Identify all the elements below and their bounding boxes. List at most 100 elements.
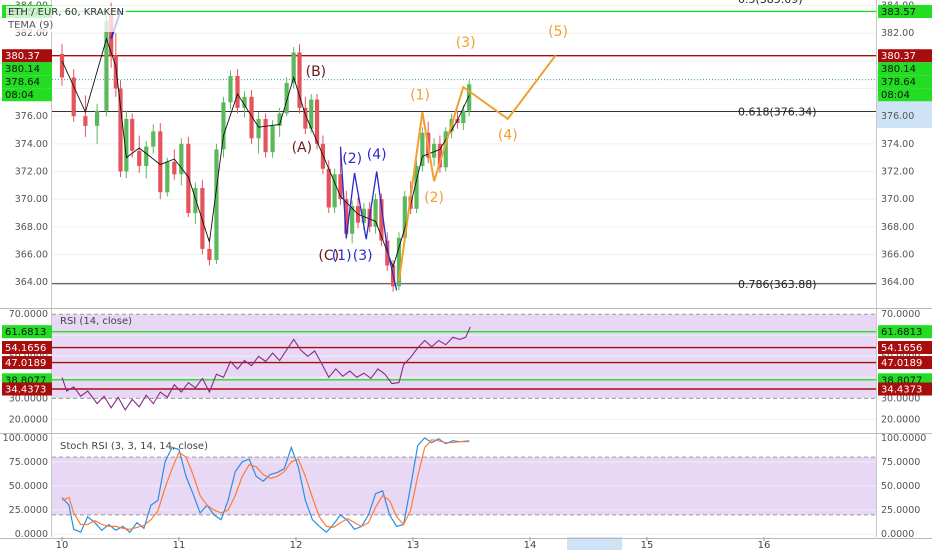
candle-body bbox=[83, 116, 88, 126]
y-tick-label-left: 364.00 bbox=[15, 277, 48, 288]
price-tag-label-right: 38.8077 bbox=[881, 375, 922, 386]
y-tick-label-left: 368.00 bbox=[15, 222, 48, 233]
y-tick-label-right: 50.0000 bbox=[881, 481, 920, 492]
y-tick-label-right: 30.0000 bbox=[881, 393, 920, 404]
stoch-line-k bbox=[61, 437, 470, 534]
rsi-title: RSI (14, close) bbox=[60, 316, 132, 327]
candle-body bbox=[193, 188, 198, 213]
price-tag-label-right: 08:04 bbox=[881, 90, 910, 101]
price-tag-label-right: 378.64 bbox=[881, 77, 916, 88]
candle-body bbox=[373, 199, 378, 227]
price-tag-label-left: 34.4373 bbox=[5, 385, 46, 396]
tema-indicator-label[interactable]: TEMA (9) bbox=[8, 20, 54, 31]
price-tag-label-right: 34.4373 bbox=[881, 385, 922, 396]
tema-line bbox=[61, 37, 470, 269]
candle-body bbox=[113, 55, 118, 89]
candle-body bbox=[350, 206, 355, 234]
wave-label: (2) bbox=[424, 190, 444, 206]
y-tick-label-right: 366.00 bbox=[881, 249, 914, 260]
candle-body bbox=[109, 13, 114, 56]
y-tick-label-left: 20.0000 bbox=[9, 414, 48, 425]
price-tag-label-left: 380.14 bbox=[5, 64, 40, 75]
price-tag-left bbox=[2, 62, 52, 76]
fib-level-label: 0.618(376.34) bbox=[738, 105, 817, 118]
wave-label: (4) bbox=[367, 147, 387, 163]
price-tag-left bbox=[2, 88, 52, 102]
y-tick-label-right: 368.00 bbox=[881, 222, 914, 233]
y-tick-label-right: 382.00 bbox=[881, 28, 914, 39]
fib-top-label: 0.5(385.09) bbox=[738, 0, 803, 6]
elliott-wave-blue bbox=[339, 146, 398, 291]
chart-symbol-title[interactable]: ETH / EUR, 60, KRAKEN bbox=[8, 7, 124, 18]
wave-label: (A) bbox=[292, 140, 313, 156]
candle-body bbox=[420, 132, 425, 166]
y-tick-label-right: 0.0000 bbox=[881, 529, 914, 540]
wave-label: (4) bbox=[498, 128, 518, 144]
candle-body bbox=[396, 237, 402, 287]
x-tick-label: 12 bbox=[290, 540, 303, 550]
candle-body bbox=[130, 118, 135, 151]
price-tag-right bbox=[878, 325, 932, 339]
candle-body bbox=[361, 208, 366, 223]
price-tag-label-right: 61.6813 bbox=[881, 327, 922, 338]
y-tick-label-left: 70.0000 bbox=[9, 309, 48, 320]
fib-level-label: 0.786(363.88) bbox=[738, 278, 817, 291]
wave-label: (3) bbox=[353, 248, 373, 264]
price-tag-label-left: 378.64 bbox=[5, 77, 40, 88]
candle-body bbox=[379, 199, 384, 241]
candle-body bbox=[118, 88, 123, 172]
time-axis-highlight bbox=[567, 537, 622, 550]
price-tag-right bbox=[878, 356, 932, 370]
candle-body bbox=[338, 174, 343, 200]
candle-body bbox=[235, 76, 240, 108]
y-tick-label-left: 25.0000 bbox=[9, 505, 48, 516]
candle-body bbox=[303, 107, 308, 129]
candle-body bbox=[402, 196, 407, 238]
y-tick-label-right: 100.0000 bbox=[881, 433, 926, 444]
candle-body bbox=[214, 149, 219, 260]
candle-body bbox=[179, 143, 184, 175]
price-tag-right bbox=[878, 62, 932, 76]
y-tick-label-left: 75.0000 bbox=[9, 457, 48, 468]
price-tag-right bbox=[878, 341, 932, 355]
price-tag-label-left: 54.1656 bbox=[5, 343, 46, 354]
y-tick-label-right: 374.00 bbox=[881, 139, 914, 150]
price-tag-left bbox=[2, 356, 52, 370]
price-tag-label-right: 47.0189 bbox=[881, 358, 922, 369]
y-tick-label-right: 25.0000 bbox=[881, 505, 920, 516]
candle-body bbox=[461, 110, 466, 124]
y-tick-label-left: 382.00 bbox=[15, 28, 48, 39]
candle-body bbox=[71, 77, 76, 117]
price-tag-left bbox=[2, 382, 52, 396]
wave-label: (C) bbox=[318, 248, 339, 264]
candle-body bbox=[242, 96, 247, 108]
price-tag-label-left: 08:04 bbox=[5, 90, 34, 101]
y-tick-label-right: 372.00 bbox=[881, 166, 914, 177]
candle-body bbox=[326, 168, 331, 208]
candle-body bbox=[437, 143, 443, 168]
y-tick-label-right: 75.0000 bbox=[881, 457, 920, 468]
wave-label: (5) bbox=[548, 24, 568, 40]
candle-body bbox=[207, 248, 212, 260]
wave-label: (3) bbox=[456, 35, 476, 51]
price-tag-right bbox=[878, 88, 932, 102]
price-tag-left bbox=[2, 325, 52, 339]
price-tag-left bbox=[2, 75, 52, 89]
x-tick-label: 15 bbox=[641, 540, 654, 550]
candle-body bbox=[144, 146, 149, 166]
x-tick-label: 16 bbox=[758, 540, 771, 550]
candle-body bbox=[320, 143, 326, 169]
price-tag-label-right: 380.37 bbox=[881, 51, 916, 62]
candle-body bbox=[431, 143, 437, 158]
candle-body bbox=[270, 125, 275, 153]
candle-body bbox=[200, 188, 205, 249]
price-tag-left bbox=[2, 341, 52, 355]
price-tag-label-right: 380.14 bbox=[881, 64, 916, 75]
y-tick-label-left: 30.0000 bbox=[9, 393, 48, 404]
y-tick-label-right: 370.00 bbox=[881, 194, 914, 205]
y-tick-label-right: 20.0000 bbox=[881, 414, 920, 425]
candle-body bbox=[263, 118, 268, 153]
candle-body bbox=[332, 174, 337, 208]
y-tick-label-left: 376.00 bbox=[15, 111, 48, 122]
